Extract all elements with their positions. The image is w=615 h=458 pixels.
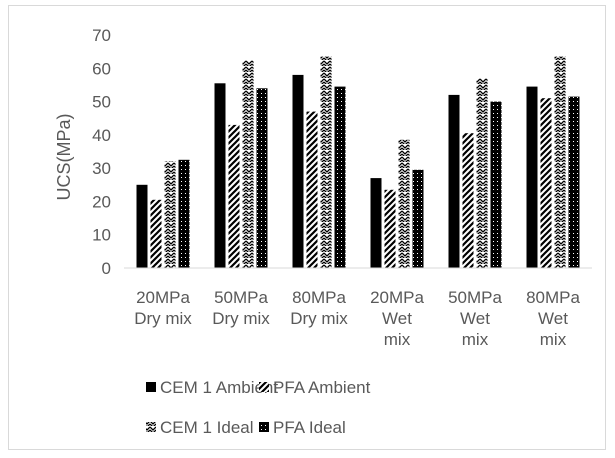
bar xyxy=(490,101,502,268)
bar xyxy=(568,96,580,268)
bar xyxy=(462,133,474,268)
legend-swatch xyxy=(259,382,269,392)
legend-item: CEM 1 Ideal xyxy=(146,418,254,437)
legend-label: CEM 1 Ambient xyxy=(160,378,278,397)
bar xyxy=(320,56,332,268)
x-tick-label-line: Wet xyxy=(382,309,412,328)
bar xyxy=(214,83,226,268)
bar xyxy=(228,124,240,269)
y-tick-label: 60 xyxy=(92,59,111,78)
y-tick-label: 50 xyxy=(92,93,111,112)
legend-item: PFA Ideal xyxy=(259,418,346,437)
x-tick-label: 20MPa Dry mix xyxy=(134,288,192,328)
bar xyxy=(448,94,460,269)
y-axis-title: UCS(MPa) xyxy=(54,113,74,200)
legend-item: PFA Ambient xyxy=(259,378,371,397)
bar xyxy=(292,74,304,269)
y-tick-label: 20 xyxy=(92,192,111,211)
x-tick-label: 50MPa Dry mix xyxy=(212,288,270,328)
x-tick-label-line: Wet xyxy=(538,309,568,328)
x-tick-label: 80MPa Dry mix xyxy=(290,288,348,328)
bar xyxy=(526,86,538,268)
x-tick-label-line: 20MPa xyxy=(370,288,424,307)
bar xyxy=(256,88,268,268)
x-tick-label-line: 50MPa xyxy=(448,288,502,307)
legend-label: CEM 1 Ideal xyxy=(160,418,254,437)
bar xyxy=(412,169,424,268)
bar xyxy=(150,199,162,268)
y-tick-label: 30 xyxy=(92,159,111,178)
legend-swatch xyxy=(259,422,269,432)
bar xyxy=(384,189,396,268)
bar xyxy=(476,78,488,268)
x-tick-label: 20MPa Wet mix xyxy=(370,288,424,349)
x-tick-label-line: mix xyxy=(540,330,567,349)
bar xyxy=(136,184,148,268)
x-tick-label-line: 80MPa xyxy=(526,288,580,307)
bar xyxy=(370,178,382,268)
bar xyxy=(398,139,410,268)
bar xyxy=(334,86,346,268)
y-tick-label: 70 xyxy=(92,26,111,45)
bar xyxy=(554,56,566,268)
x-tick-label-line: 50MPa xyxy=(214,288,268,307)
x-tick-label-line: 20MPa xyxy=(136,288,190,307)
legend-item: CEM 1 Ambient xyxy=(146,378,278,397)
x-tick-label: 80MPa Wet mix xyxy=(526,288,580,349)
x-tick-label-line: mix xyxy=(384,330,411,349)
y-tick-label: 40 xyxy=(92,126,111,145)
x-tick-label-line: 80MPa xyxy=(292,288,346,307)
legend-label: PFA Ambient xyxy=(273,378,371,397)
y-axis-ticks: 0 10 20 30 40 50 60 70 xyxy=(92,26,111,278)
x-tick-label-line: Dry mix xyxy=(212,309,270,328)
y-tick-label: 0 xyxy=(102,259,111,278)
x-tick-label: 50MPa Wet mix xyxy=(448,288,502,349)
legend-swatch xyxy=(146,422,156,432)
bar xyxy=(164,161,176,268)
y-tick-label: 10 xyxy=(92,226,111,245)
bars xyxy=(136,56,580,269)
x-tick-label-line: mix xyxy=(462,330,489,349)
bar xyxy=(178,159,190,268)
x-tick-label-line: Dry mix xyxy=(134,309,192,328)
x-tick-label-line: Dry mix xyxy=(290,309,348,328)
bar xyxy=(242,60,254,268)
legend-label: PFA Ideal xyxy=(273,418,346,437)
x-tick-label-line: Wet xyxy=(460,309,490,328)
bar xyxy=(540,98,552,268)
bar xyxy=(306,111,318,268)
legend-swatch xyxy=(146,382,156,392)
